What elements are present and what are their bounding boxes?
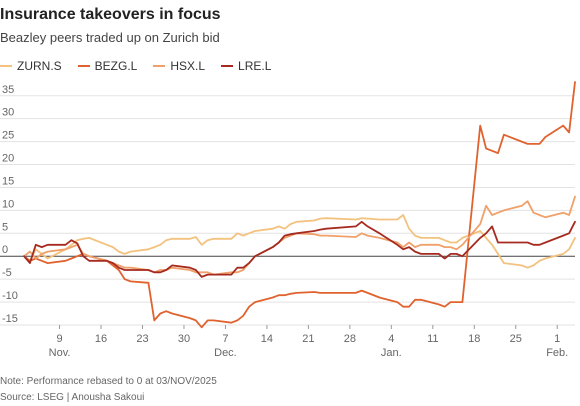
series-line-bezg-l xyxy=(23,81,576,329)
legend: ZURN.S BEZG.L HSX.L LRE.L xyxy=(0,58,287,74)
x-month-label: Feb. xyxy=(546,347,568,359)
x-tick-label: 23 xyxy=(136,333,148,345)
y-tick-label: -5 xyxy=(2,267,12,279)
legend-swatch-bezg xyxy=(77,65,90,67)
y-tick-label: 35 xyxy=(2,84,14,96)
x-tick-label: 1 xyxy=(554,333,560,345)
legend-item-lre: LRE.L xyxy=(221,59,271,73)
x-month-label: Nov. xyxy=(49,347,71,359)
source-note: Source: LSEG | Anousha Sakoui xyxy=(0,392,145,403)
y-tick-label: -10 xyxy=(2,290,18,302)
chart-subtitle: Beazley peers traded up on Zurich bid xyxy=(0,30,220,45)
y-tick-label: 0 xyxy=(2,244,8,256)
y-tick-label: 20 xyxy=(2,153,14,165)
x-tick-label: 25 xyxy=(510,333,522,345)
legend-label-bezg: BEZG.L xyxy=(94,59,138,73)
legend-swatch-hsx xyxy=(153,65,166,67)
x-tick-label: 4 xyxy=(388,333,394,345)
y-tick-label: 15 xyxy=(2,175,14,187)
x-tick-label: 28 xyxy=(344,333,356,345)
legend-label-lre: LRE.L xyxy=(238,59,272,73)
x-tick-label: 21 xyxy=(302,333,314,345)
legend-swatch-zurn xyxy=(0,65,12,67)
x-tick-label: 7 xyxy=(222,333,228,345)
legend-swatch-lre xyxy=(221,65,234,67)
chart-title: Insurance takeovers in focus xyxy=(0,6,221,23)
x-tick-label: 30 xyxy=(178,333,190,345)
series-line-hsx-l xyxy=(23,195,576,276)
x-month-label: Jan. xyxy=(381,347,402,359)
x-tick-label: 16 xyxy=(95,333,107,345)
x-tick-label: 18 xyxy=(468,333,480,345)
series-line-zurn-s xyxy=(23,214,576,269)
x-month-label: Dec. xyxy=(214,347,237,359)
footnote: Note: Performance rebased to 0 at 03/NOV… xyxy=(0,376,217,387)
y-tick-label: 30 xyxy=(2,107,14,119)
legend-label-zurn: ZURN.S xyxy=(17,59,62,73)
y-tick-label: -15 xyxy=(2,313,18,325)
legend-item-bezg: BEZG.L xyxy=(77,59,138,73)
y-tick-label: 10 xyxy=(2,198,14,210)
y-tick-label: 25 xyxy=(2,130,14,142)
legend-label-hsx: HSX.L xyxy=(170,59,206,73)
x-tick-label: 9 xyxy=(56,333,62,345)
legend-item-zurn: ZURN.S xyxy=(0,59,62,73)
x-tick-label: 14 xyxy=(261,333,273,345)
y-tick-label: 5 xyxy=(2,221,8,233)
series-line-lre-l xyxy=(23,220,576,278)
legend-item-hsx: HSX.L xyxy=(153,59,205,73)
x-tick-label: 11 xyxy=(427,333,438,345)
